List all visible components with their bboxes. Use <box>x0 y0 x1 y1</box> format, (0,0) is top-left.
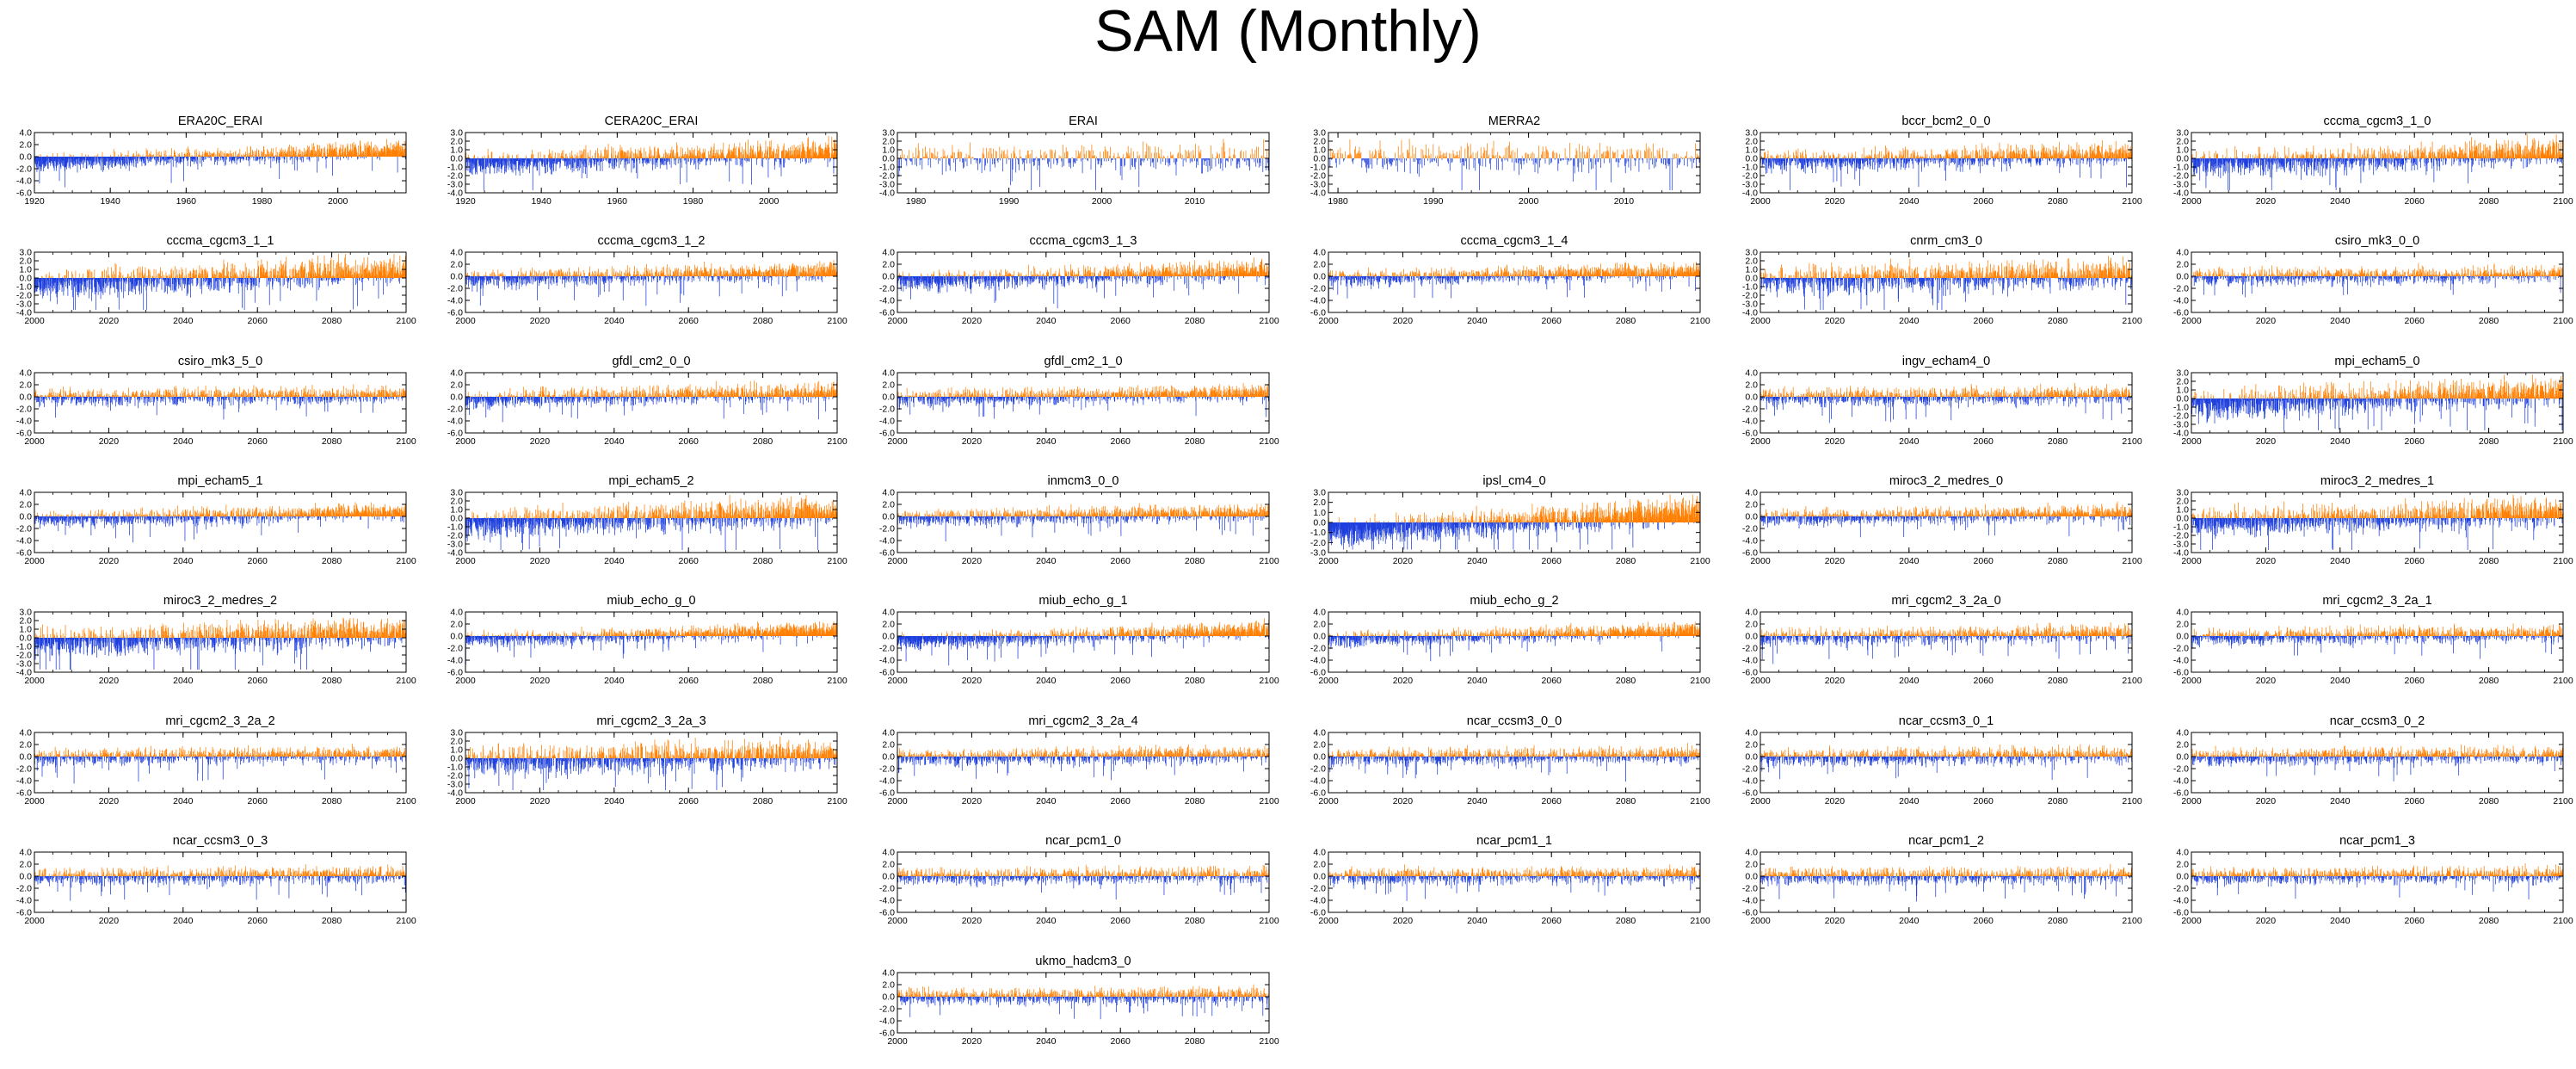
x-tick-label: 2040 <box>1899 196 1920 207</box>
y-tick-label: -4.0 <box>16 176 32 187</box>
x-tick-label: 1980 <box>252 196 273 207</box>
x-tick-label: 2080 <box>2048 196 2068 207</box>
y-tick-label: 4.0 <box>19 128 32 139</box>
panel-title: cccma_cgcm3_1_0 <box>2324 114 2431 128</box>
y-tick-label: 0.0 <box>19 152 32 163</box>
x-tick-label: 2000 <box>328 196 348 207</box>
x-tick-label: 1920 <box>24 196 45 207</box>
x-tick-label: 1920 <box>455 196 476 207</box>
y-tick-label: 2.0 <box>19 140 32 151</box>
x-tick-label: 1980 <box>906 196 927 207</box>
series-bars <box>1760 140 2132 190</box>
x-tick-label: 2000 <box>1092 196 1112 207</box>
series-bars <box>1328 139 1699 190</box>
x-tick-label: 1990 <box>999 196 1020 207</box>
x-tick-label: 2060 <box>1974 196 1994 207</box>
x-tick-label: 1980 <box>683 196 704 207</box>
series-bars <box>897 139 1268 190</box>
x-tick-label: 1960 <box>176 196 197 207</box>
panel-title: ERAI <box>1069 114 1098 128</box>
panel-bccr_bcm2_0_0: bccr_bcm2_0_03.02.01.00.0-1.0-2.0-3.0-4.… <box>1742 114 2142 207</box>
series-bars <box>465 136 837 190</box>
x-tick-label: 2000 <box>759 196 780 207</box>
x-tick-label: 2000 <box>1519 196 1539 207</box>
series-bars <box>2191 134 2563 190</box>
panel-title: ERA20C_ERAI <box>178 114 262 128</box>
panel-CERA20C_ERAI: CERA20C_ERAI3.02.01.00.0-1.0-2.0-3.0-4.0… <box>447 114 837 207</box>
y-tick-label: -2.0 <box>16 164 32 175</box>
y-tick-label: -4.0 <box>879 188 895 199</box>
x-tick-label: 2010 <box>1185 196 1205 207</box>
series-bars <box>34 139 406 188</box>
panel-title: bccr_bcm2_0_0 <box>1901 114 1990 128</box>
x-tick-label: 1940 <box>531 196 552 207</box>
x-tick-label: 2100 <box>2122 196 2142 207</box>
x-tick-label: 1980 <box>1328 196 1348 207</box>
x-tick-label: 1960 <box>607 196 628 207</box>
panel-title: CERA20C_ERAI <box>605 114 699 128</box>
x-tick-label: 1940 <box>100 196 120 207</box>
x-tick-label: 2010 <box>1614 196 1635 207</box>
plot-frame <box>897 133 1269 193</box>
panel-title: MERRA2 <box>1488 114 1540 128</box>
y-tick-label: -4.0 <box>1310 188 1326 199</box>
panel-cccma_cgcm3_1_0: cccma_cgcm3_1_03.02.01.00.0-1.0-2.0-3.0-… <box>2173 114 2573 207</box>
x-tick-label: 2000 <box>1750 196 1771 207</box>
x-tick-label: 2020 <box>1825 196 1846 207</box>
x-tick-label: 1990 <box>1423 196 1444 207</box>
